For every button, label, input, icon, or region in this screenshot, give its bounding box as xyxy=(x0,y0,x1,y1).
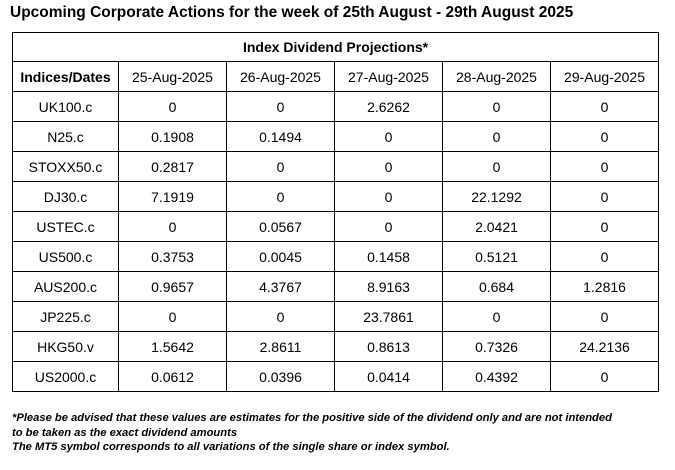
dividend-cell: 0 xyxy=(226,301,335,332)
index-symbol-cell: AUS200.c xyxy=(12,271,119,302)
dividend-cell: 0.3753 xyxy=(118,241,227,272)
footnote-mt5-note: The MT5 symbol corresponds to all variat… xyxy=(12,441,450,453)
dividend-cell: 0 xyxy=(549,301,660,332)
index-symbol-cell: USTEC.c xyxy=(12,211,119,242)
dividend-cell: 0.684 xyxy=(442,271,551,302)
table-header-row: Indices/Dates 25-Aug-2025 26-Aug-2025 27… xyxy=(12,61,660,92)
dividend-cell: 2.0421 xyxy=(442,211,551,242)
dividend-cell: 0.8613 xyxy=(334,331,443,362)
table-row: STOXX50.c 0.2817 0 0 0 0 xyxy=(12,151,660,182)
dividend-cell: 0 xyxy=(118,91,227,122)
table-row: AUS200.c 0.9657 4.3767 8.9163 0.684 1.28… xyxy=(12,271,660,302)
dividend-cell: 0.7326 xyxy=(442,331,551,362)
dividend-cell: 0 xyxy=(442,151,551,182)
dividend-cell: 0 xyxy=(549,241,660,272)
column-header-date: 25-Aug-2025 xyxy=(118,61,227,92)
index-symbol-cell: HKG50.v xyxy=(12,331,119,362)
dividend-cell: 0 xyxy=(549,91,660,122)
dividend-cell: 1.2816 xyxy=(549,271,660,302)
footnote-disclaimer-line: *Please be advised that these values are… xyxy=(12,412,612,424)
column-header-indices: Indices/Dates xyxy=(12,61,119,92)
dividend-cell: 0 xyxy=(118,301,227,332)
dividend-projections-table: Index Dividend Projections* Indices/Date… xyxy=(11,32,660,392)
dividend-cell: 0 xyxy=(334,181,443,212)
dividend-cell: 22.1292 xyxy=(442,181,551,212)
dividend-cell: 0.2817 xyxy=(118,151,227,182)
dividend-cell: 0 xyxy=(226,151,335,182)
dividend-cell: 0.0414 xyxy=(334,361,443,392)
dividend-cell: 8.9163 xyxy=(334,271,443,302)
index-symbol-cell: STOXX50.c xyxy=(12,151,119,182)
dividend-cell: 0 xyxy=(226,91,335,122)
table-row: US500.c 0.3753 0.0045 0.1458 0.5121 0 xyxy=(12,241,660,272)
dividend-cell: 0 xyxy=(549,361,660,392)
dividend-cell: 0 xyxy=(334,151,443,182)
table-row: HKG50.v 1.5642 2.8611 0.8613 0.7326 24.2… xyxy=(12,331,660,362)
table-caption-row: Index Dividend Projections* xyxy=(11,32,660,62)
dividend-cell: 0.1908 xyxy=(118,121,227,152)
dividend-cell: 24.2136 xyxy=(549,331,660,362)
dividend-cell: 0 xyxy=(549,151,660,182)
index-symbol-cell: UK100.c xyxy=(12,91,119,122)
table-row: JP225.c 0 0 23.7861 0 0 xyxy=(12,301,660,332)
dividend-cell: 0.0567 xyxy=(226,211,335,242)
dividend-cell: 0.5121 xyxy=(442,241,551,272)
index-symbol-cell: DJ30.c xyxy=(12,181,119,212)
dividend-cell: 2.8611 xyxy=(226,331,335,362)
column-header-date: 26-Aug-2025 xyxy=(226,61,335,92)
dividend-cell: 0 xyxy=(118,211,227,242)
dividend-cell: 23.7861 xyxy=(334,301,443,332)
table-row: USTEC.c 0 0.0567 0 2.0421 0 xyxy=(12,211,660,242)
index-symbol-cell: US500.c xyxy=(12,241,119,272)
page-title: Upcoming Corporate Actions for the week … xyxy=(10,4,574,21)
dividend-cell: 0 xyxy=(549,181,660,212)
dividend-cell: 0.4392 xyxy=(442,361,551,392)
dividend-cell: 0.0396 xyxy=(226,361,335,392)
dividend-cell: 7.1919 xyxy=(118,181,227,212)
index-symbol-cell: N25.c xyxy=(12,121,119,152)
dividend-cell: 0.9657 xyxy=(118,271,227,302)
table-row: US2000.c 0.0612 0.0396 0.0414 0.4392 0 xyxy=(12,361,660,392)
column-header-date: 28-Aug-2025 xyxy=(442,61,551,92)
table-row: DJ30.c 7.1919 0 0 22.1292 0 xyxy=(12,181,660,212)
dividend-cell: 1.5642 xyxy=(118,331,227,362)
dividend-cell: 0.1458 xyxy=(334,241,443,272)
index-symbol-cell: US2000.c xyxy=(12,361,119,392)
dividend-cell: 0 xyxy=(549,211,660,242)
dividend-cell: 0 xyxy=(442,121,551,152)
table-row: UK100.c 0 0 2.6262 0 0 xyxy=(12,91,660,122)
dividend-cell: 0.0612 xyxy=(118,361,227,392)
dividend-cell: 0 xyxy=(442,91,551,122)
column-header-date: 27-Aug-2025 xyxy=(334,61,443,92)
dividend-cell: 0 xyxy=(549,121,660,152)
column-header-date: 29-Aug-2025 xyxy=(549,61,660,92)
dividend-cell: 0 xyxy=(442,301,551,332)
dividend-cell: 0.0045 xyxy=(226,241,335,272)
index-symbol-cell: JP225.c xyxy=(12,301,119,332)
table-caption: Index Dividend Projections* xyxy=(11,32,660,62)
footnote: *Please be advised that these values are… xyxy=(12,411,672,455)
dividend-cell: 0.1494 xyxy=(226,121,335,152)
dividend-cell: 0 xyxy=(334,211,443,242)
dividend-cell: 0 xyxy=(334,121,443,152)
table-row: N25.c 0.1908 0.1494 0 0 0 xyxy=(12,121,660,152)
footnote-disclaimer-line: to be taken as the exact dividend amount… xyxy=(12,426,238,439)
dividend-cell: 4.3767 xyxy=(226,271,335,302)
dividend-cell: 2.6262 xyxy=(334,91,443,122)
dividend-cell: 0 xyxy=(226,181,335,212)
